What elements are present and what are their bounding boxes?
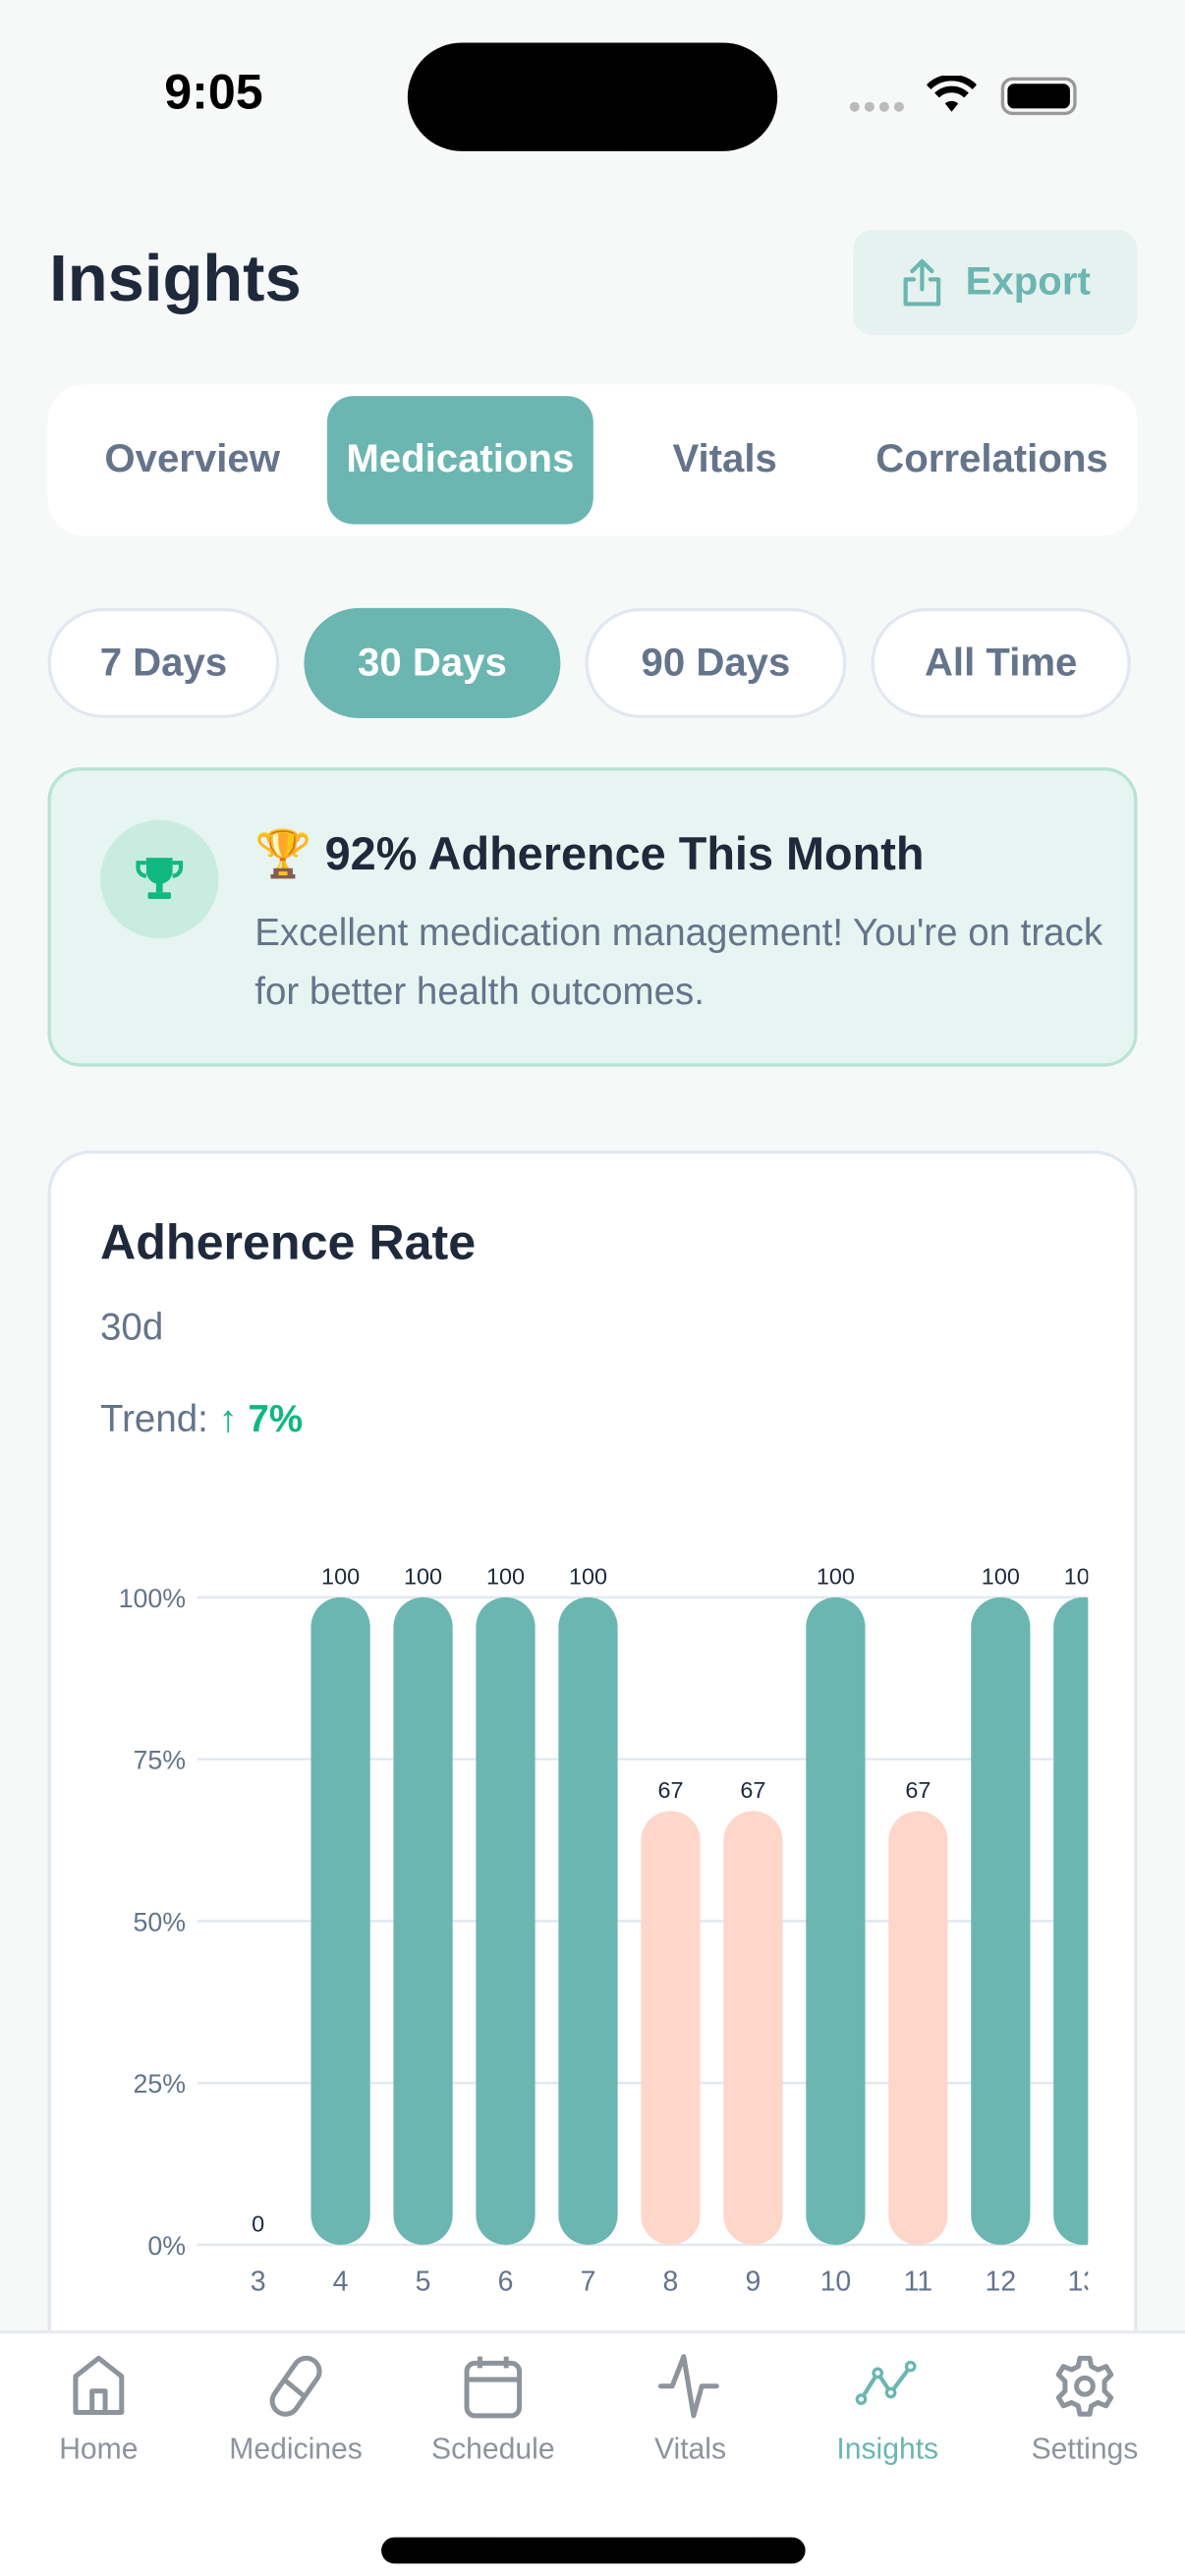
x-tick-label: 13: [1067, 2267, 1099, 2298]
trend-value: ↑ 7%: [218, 1396, 304, 1440]
bar[interactable]: [393, 1596, 453, 2245]
dynamic-island: [407, 42, 778, 151]
bar[interactable]: [888, 1811, 948, 2245]
tab-bar: Home Medicines Schedule Vitals Insights …: [0, 2329, 1185, 2576]
x-tick-label: 10: [820, 2267, 852, 2298]
y-tick-label: 25%: [133, 2069, 186, 2099]
nav-schedule-label: Schedule: [431, 2432, 555, 2466]
gear-icon: [1055, 2355, 1114, 2417]
export-label: Export: [965, 259, 1091, 305]
x-tick-label: 11: [904, 2267, 933, 2298]
activity-icon: [657, 2354, 719, 2419]
nav-insights[interactable]: Insights: [789, 2353, 987, 2466]
trend: Trend: ↑ 7%: [100, 1397, 303, 1441]
x-tick-label: 8: [663, 2267, 679, 2298]
page-title: Insights: [49, 243, 302, 316]
home-indicator: [381, 2537, 806, 2564]
data-label: 100: [982, 1563, 1020, 1589]
y-tick-label: 75%: [133, 1746, 186, 1775]
bar[interactable]: [476, 1596, 536, 2245]
nav-vitals[interactable]: Vitals: [592, 2353, 789, 2466]
signal-icon: [849, 101, 904, 112]
nav-medicines-label: Medicines: [229, 2432, 363, 2466]
export-button[interactable]: Export: [853, 230, 1138, 336]
nav-home-label: Home: [59, 2432, 139, 2466]
data-label: 100: [569, 1563, 607, 1589]
data-label: 0: [252, 2212, 264, 2237]
trophy-icon: [100, 819, 219, 939]
bar[interactable]: [1053, 1596, 1112, 2245]
banner-title-text: 92% Adherence This Month: [324, 828, 925, 879]
wifi-icon: [927, 75, 977, 112]
nav-insights-label: Insights: [836, 2432, 939, 2466]
bar[interactable]: [971, 1596, 1031, 2245]
card-title: Adherence Rate: [100, 1215, 477, 1270]
battery-icon: [1000, 77, 1077, 116]
pill-icon: [269, 2355, 322, 2417]
y-tick-label: 0%: [147, 2231, 186, 2261]
banner-title: 🏆 92% Adherence This Month: [254, 826, 924, 880]
range-90-days[interactable]: 90 Days: [585, 607, 847, 718]
data-label: 100: [486, 1563, 525, 1589]
data-label: 100: [404, 1563, 442, 1589]
range-30-days[interactable]: 30 Days: [304, 607, 561, 718]
data-label: 100: [1064, 1563, 1102, 1589]
bar[interactable]: [806, 1596, 866, 2245]
nav-home[interactable]: Home: [0, 2353, 198, 2466]
range-7-days[interactable]: 7 Days: [47, 607, 280, 718]
adherence-chart: 0% 25% 50% 75% 100% 0 3 100 4 100 5 100 6 100 7 67 8 67 9 1…: [119, 1563, 1112, 2298]
nav-settings-label: Settings: [1031, 2432, 1139, 2466]
insights-tabs: Overview Medications Vitals Correlations: [47, 384, 1138, 536]
nav-schedule[interactable]: Schedule: [394, 2353, 592, 2466]
data-label: 67: [905, 1777, 931, 1803]
nav-vitals-label: Vitals: [653, 2432, 727, 2466]
data-label: 67: [657, 1777, 683, 1803]
data-label: 67: [740, 1777, 765, 1803]
x-tick-label: 5: [416, 2267, 431, 2298]
range-all-time[interactable]: All Time: [871, 607, 1131, 718]
adherence-banner: 🏆 92% Adherence This Month Excellent med…: [47, 767, 1138, 1067]
trend-icon: [855, 2360, 917, 2405]
bar[interactable]: [641, 1811, 701, 2245]
bar[interactable]: [310, 1596, 370, 2245]
bar[interactable]: [723, 1811, 783, 2245]
bars: 0 3 100 4 100 5 100 6 100 7 67 8 67 9 100 10 67 11 100 12 10…: [251, 1563, 1112, 2298]
share-icon: [904, 258, 942, 307]
home-icon: [73, 2355, 125, 2416]
tab-medications[interactable]: Medications: [326, 396, 593, 525]
x-tick-label: 6: [498, 2267, 514, 2298]
card-subtitle: 30d: [100, 1305, 164, 1348]
x-tick-label: 4: [333, 2267, 349, 2298]
trophy-emoji: 🏆: [254, 828, 312, 879]
banner-text: Excellent medication management! You're …: [254, 910, 1103, 1013]
tab-overview[interactable]: Overview: [104, 436, 280, 482]
nav-settings[interactable]: Settings: [987, 2353, 1184, 2466]
y-tick-label: 100%: [119, 1584, 186, 1613]
x-tick-label: 3: [251, 2267, 266, 2298]
bar[interactable]: [558, 1596, 618, 2245]
data-label: 100: [321, 1563, 360, 1589]
tab-vitals[interactable]: Vitals: [672, 436, 777, 482]
x-tick-label: 9: [746, 2267, 762, 2298]
trend-label: Trend:: [100, 1396, 208, 1440]
status-time: 9:05: [164, 65, 263, 121]
data-label: 100: [817, 1563, 855, 1589]
nav-medicines[interactable]: Medicines: [198, 2353, 395, 2466]
x-tick-label: 12: [986, 2267, 1017, 2298]
calendar-icon: [464, 2356, 523, 2419]
y-tick-label: 50%: [133, 1907, 186, 1936]
tab-correlations[interactable]: Correlations: [875, 436, 1108, 482]
x-tick-label: 7: [581, 2267, 596, 2298]
